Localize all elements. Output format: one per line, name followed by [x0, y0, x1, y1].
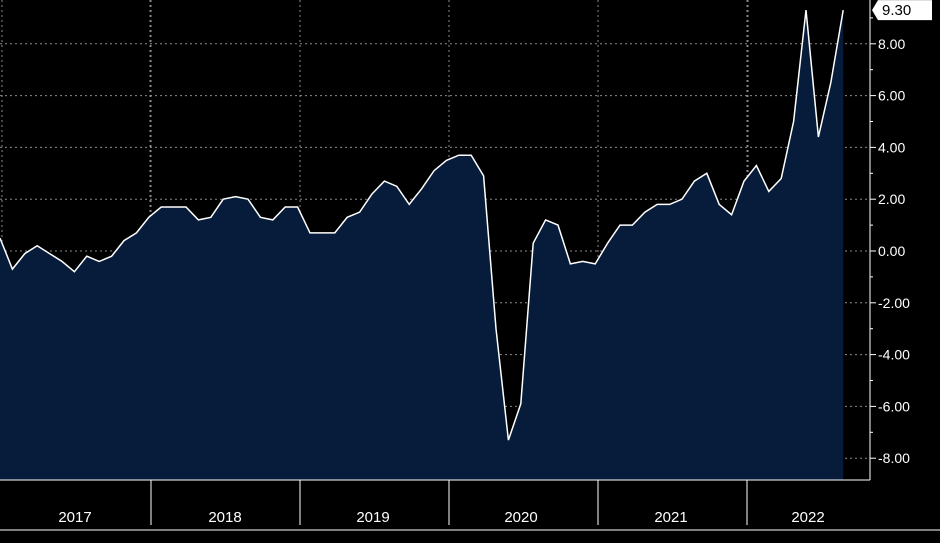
y-tick-label: -6.00	[878, 398, 910, 414]
series-line	[0, 9, 844, 441]
y-axis-ticks: 8.00 6.00 4.00 2.00 0.00 -2.00 -4.00 -6.00 -8.00	[870, 17, 910, 466]
y-tick-label: 0.00	[878, 243, 905, 259]
y-tick-label: -4.00	[878, 347, 910, 363]
y-tick-label: 2.00	[878, 191, 905, 207]
last-value-callout: 9.30	[872, 0, 932, 21]
axes	[0, 0, 940, 531]
y-tick-label: 4.00	[878, 139, 905, 155]
y-tick-label: -2.00	[878, 295, 910, 311]
y-tick-label: -8.00	[878, 450, 910, 466]
x-year-label: 2017	[58, 509, 91, 526]
y-tick-label: 6.00	[878, 88, 905, 104]
y-tick-label: 8.00	[878, 36, 905, 52]
x-year-label: 2018	[208, 509, 241, 526]
x-year-label: 2019	[356, 509, 389, 526]
x-year-label: 2021	[654, 509, 687, 526]
x-year-label: 2020	[504, 509, 537, 526]
series-area	[0, 10, 844, 480]
x-axis-year-labels: 2017 2018 2019 2020 2021 2022	[58, 509, 824, 526]
x-year-label: 2022	[791, 509, 824, 526]
last-value-label: 9.30	[882, 2, 911, 19]
last-value-box	[872, 0, 932, 21]
